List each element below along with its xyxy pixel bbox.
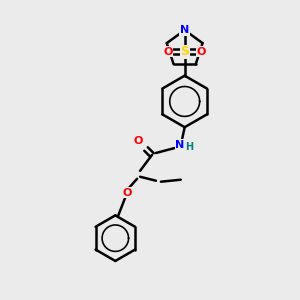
Text: O: O: [122, 188, 132, 198]
Text: N: N: [180, 25, 189, 35]
Text: S: S: [180, 45, 189, 58]
Text: O: O: [134, 136, 143, 146]
Text: N: N: [175, 140, 184, 150]
Text: O: O: [163, 47, 172, 57]
Text: O: O: [197, 47, 206, 57]
Text: H: H: [186, 142, 194, 152]
